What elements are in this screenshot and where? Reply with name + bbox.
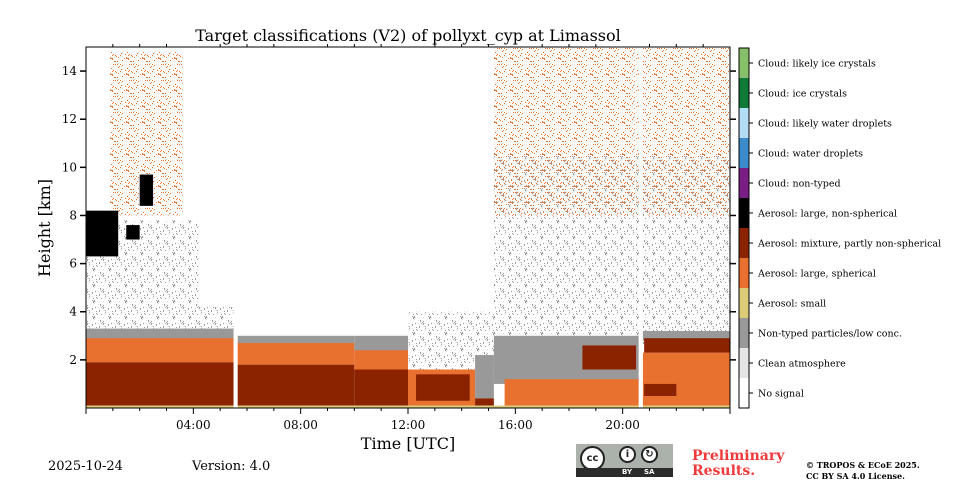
colorbar-label: Cloud: likely water droplets — [758, 119, 892, 130]
colorbar-swatch — [739, 108, 749, 138]
by-person-icon: i — [619, 446, 636, 463]
colorbar-swatch — [739, 318, 749, 348]
region-non-typed-particles-low-conc- — [86, 328, 234, 341]
region-non-typed-particles-low-conc- — [642, 330, 730, 341]
colorbar-swatch — [739, 48, 749, 78]
region-non-typed-particles-low-conc- — [354, 335, 408, 353]
colorbar-label: Clean atmosphere — [758, 359, 846, 370]
colorbar-swatch — [739, 198, 749, 228]
region-aerosol-mixture-partly-non-spherical — [237, 364, 355, 406]
colorbar-label: No signal — [758, 389, 804, 400]
plot-area — [86, 47, 730, 408]
region-non-typed-particles-low-conc- — [475, 355, 494, 399]
region-aerosol-mixture-partly-non-spherical — [416, 374, 470, 401]
region-no-signal — [638, 47, 643, 408]
region-aerosol-large-spherical — [354, 350, 408, 372]
colorbar-label: Aerosol: mixture, partly non-spherical — [757, 239, 941, 250]
colorbar-label: Cloud: non-typed — [758, 179, 841, 190]
region-aerosol-large-non-spherical — [86, 210, 119, 257]
region-aerosol-mixture-partly-non-spherical — [582, 345, 637, 370]
y-tick-label: 6 — [69, 257, 77, 271]
region-aerosol-mixture-partly-non-spherical — [475, 398, 494, 406]
y-tick-label: 14 — [62, 64, 78, 78]
colorbar-label: Aerosol: large, spherical — [757, 269, 876, 280]
colorbar-frame — [738, 47, 750, 409]
copyright-notice: © TROPOS & ECoE 2025. CC BY SA 4.0 Licens… — [806, 460, 920, 482]
y-axis-label: Height [km] — [35, 179, 54, 277]
y-tick-label: 4 — [69, 305, 77, 319]
cc-license-badge[interactable]: cc i ↻ BY SA — [576, 444, 673, 477]
date-label: 2025-10-24 — [48, 459, 123, 474]
preliminary-line2: Results. — [692, 463, 756, 479]
colorbar-swatch — [739, 378, 749, 408]
region-aerosol-mixture-partly-non-spherical — [644, 338, 730, 353]
preliminary-line1: Preliminary — [692, 448, 785, 464]
y-tick-label: 2 — [69, 353, 77, 367]
x-tick-label: 04:00 — [176, 418, 211, 432]
colorbar-swatch — [739, 228, 749, 258]
x-tick-label: 16:00 — [498, 418, 533, 432]
region-aerosol-large-spherical — [237, 343, 355, 365]
share-alike-icon: ↻ — [641, 446, 658, 463]
cc-sa-label: SA — [644, 468, 655, 476]
region-aerosol-large-spherical — [504, 379, 639, 406]
y-tick-label: 10 — [62, 160, 77, 174]
colorbar-label: Aerosol: small — [757, 299, 826, 310]
colorbar-swatch — [739, 288, 749, 318]
region-non-typed-particles-low-conc- — [237, 335, 355, 346]
colorbar-label: Cloud: water droplets — [758, 149, 863, 160]
region-aerosol-small — [86, 405, 730, 408]
x-tick-label: 12:00 — [391, 418, 426, 432]
region-aerosol-mixture-partly-non-spherical — [86, 362, 234, 406]
colorbar-swatch — [739, 168, 749, 198]
colorbar-label: Aerosol: large, non-spherical — [757, 209, 897, 220]
chart-title: Target classifications (V2) of pollyxt_c… — [195, 26, 621, 45]
colorbar-label: Cloud: likely ice crystals — [758, 59, 876, 70]
region-aerosol-large-non-spherical — [126, 225, 140, 240]
colorbar-legend: No signal Clean atmosphere Non-typed parti… — [738, 47, 941, 409]
preliminary-notice: Preliminary Results. — [692, 449, 784, 479]
colorbar-swatch — [739, 258, 749, 288]
x-tick-label: 20:00 — [605, 418, 640, 432]
colorbar-swatch — [739, 138, 749, 168]
region-aerosol-large-spherical — [493, 47, 730, 216]
y-tick-label: 12 — [62, 112, 77, 126]
cc-by-label: BY — [622, 468, 633, 476]
colorbar-label: Cloud: ice crystals — [758, 89, 847, 100]
region-aerosol-large-spherical — [642, 352, 730, 406]
copyright-line2: CC BY SA 4.0 License. — [806, 471, 905, 481]
x-tick-label: 08:00 — [283, 418, 318, 432]
region-aerosol-large-spherical — [86, 338, 234, 363]
colorbar-label: Non-typed particles/low conc. — [758, 329, 902, 340]
region-no-signal — [233, 47, 238, 408]
x-axis-label: Time [UTC] — [361, 434, 455, 453]
region-aerosol-mixture-partly-non-spherical — [354, 369, 408, 406]
region-aerosol-mixture-partly-non-spherical — [644, 383, 677, 396]
y-tick-label: 8 — [69, 208, 77, 222]
colorbar-swatch — [739, 348, 749, 378]
region-aerosol-large-non-spherical — [139, 174, 154, 206]
version-label: Version: 4.0 — [192, 459, 271, 474]
colorbar-swatch — [739, 78, 749, 108]
copyright-line1: © TROPOS & ECoE 2025. — [806, 460, 920, 470]
region-non-typed-particles-low-conc- — [198, 306, 234, 331]
